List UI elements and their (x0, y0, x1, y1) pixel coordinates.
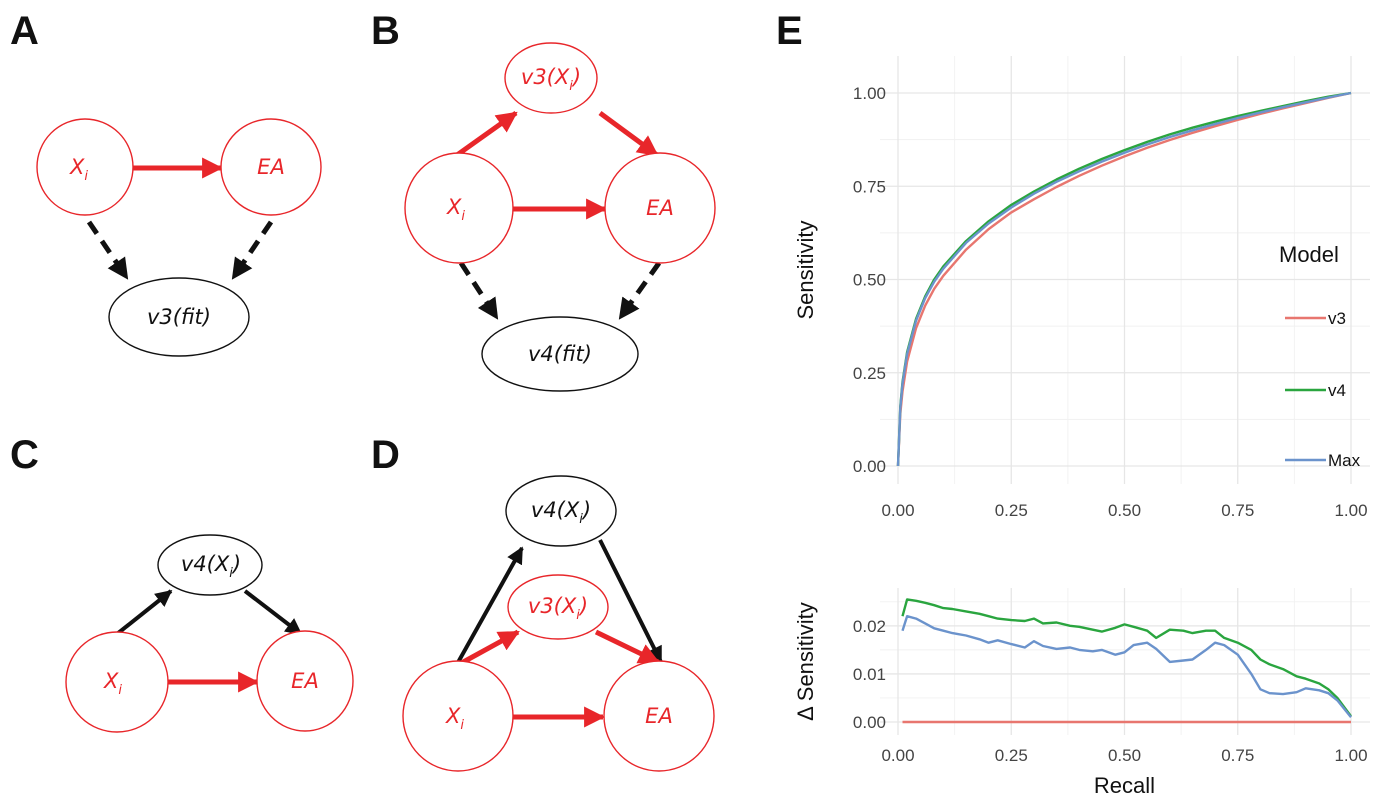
panel-e: E 0.00 0.25 0.50 0.75 1.00 0.00 0.25 0.50 0.75 1.… (776, 9, 1370, 798)
x-tick-label: 0.00 (881, 746, 914, 765)
delta-sensitivity-chart: 0.00 0.25 0.50 0.75 1.00 0.00 0.01 0.02 Δ Sensit… (793, 588, 1370, 798)
x-tick-label: 0.75 (1221, 746, 1254, 765)
edge-ea-fit (617, 261, 662, 320)
node-v3xi (504, 42, 598, 114)
node-v3xi (507, 574, 609, 640)
node-ea-label: EA (645, 704, 673, 728)
node-xi-label: Xi (69, 155, 88, 184)
legend-title: Model (1279, 242, 1339, 267)
series-line-v3 (896, 91, 1352, 467)
node-xi (65, 631, 169, 733)
node-xi-label: Xi (103, 669, 122, 698)
edge-xi-v3xi (455, 110, 518, 158)
edge-xi-v3xi (454, 629, 520, 669)
node-xi-label: Xi (446, 195, 465, 224)
legend-entry-v3: v3 (1285, 309, 1346, 328)
panel-letter-e: E (776, 9, 803, 53)
node-ea-label: EA (646, 196, 674, 220)
edge-v4xi-ea (243, 589, 303, 636)
y-tick-label: 0.00 (853, 713, 886, 732)
y-axis-title: Sensitivity (793, 220, 818, 319)
legend-label-max: Max (1328, 451, 1361, 470)
node-v4xi-label: v4(Xi) (181, 552, 241, 581)
node-xi (402, 660, 514, 772)
edge-v3xi-ea (594, 629, 660, 665)
node-v4-fit-label: v4(fit) (528, 342, 592, 366)
edge-v3xi-ea (598, 110, 659, 158)
edge-xi-fit (458, 261, 500, 320)
legend-label-v3: v3 (1328, 309, 1346, 328)
y-tick-label: 0.25 (853, 364, 886, 383)
panel-c: C v4(Xi) Xi EA (10, 433, 354, 733)
panel-letter-c: C (10, 433, 39, 477)
x-tick-label: 0.25 (995, 501, 1028, 520)
edge-xi-fit (86, 220, 130, 280)
legend-entry-max: Max (1285, 451, 1361, 470)
panel-d: D v4(Xi) v3(Xi) Xi EA (371, 433, 715, 772)
node-v4xi (157, 534, 263, 596)
y-tick-label: 0.75 (853, 177, 886, 196)
node-ea (603, 660, 715, 772)
x-tick-label: 0.25 (995, 746, 1028, 765)
y-tick-label: 0.00 (853, 457, 886, 476)
node-v3-fit (108, 277, 250, 357)
y-tick-label: 0.02 (853, 617, 886, 636)
series-line-v4 (901, 598, 1352, 717)
node-ea-label: EA (291, 669, 319, 693)
node-xi (36, 118, 134, 216)
panel-b: B v3(Xi) Xi EA v4(fit) (371, 9, 716, 392)
legend-entry-v4: v4 (1285, 381, 1346, 400)
node-v4xi-label: v4(Xi) (531, 498, 591, 527)
x-tick-label: 0.00 (881, 501, 914, 520)
panel-a: A Xi EA v3(fit) (10, 9, 322, 357)
panel-letter-a: A (10, 9, 39, 53)
node-v4-fit (481, 316, 639, 392)
y-tick-label: 1.00 (853, 84, 886, 103)
node-ea-label: EA (257, 155, 285, 179)
edge-v4xi-ea (598, 539, 663, 664)
x-tick-label: 0.50 (1108, 501, 1141, 520)
node-v3xi-label: v3(Xi) (528, 594, 588, 623)
edge-xi-v4xi (454, 546, 524, 667)
node-v4xi (505, 475, 617, 547)
legend: Model v3 v4 Max (1279, 242, 1361, 470)
legend-label-v4: v4 (1328, 381, 1346, 400)
x-tick-label: 1.00 (1334, 501, 1367, 520)
node-v3-fit-label: v3(fit) (147, 305, 211, 329)
series-line-max (896, 91, 1352, 467)
node-v3xi-label: v3(Xi) (521, 65, 581, 94)
x-tick-label: 0.50 (1108, 746, 1141, 765)
x-tick-label: 0.75 (1221, 501, 1254, 520)
node-ea (604, 152, 716, 264)
node-xi (404, 152, 514, 264)
node-ea (256, 630, 354, 732)
x-axis-title: Recall (1094, 773, 1155, 798)
y-tick-label: 0.50 (853, 271, 886, 290)
panel-letter-d: D (371, 433, 400, 477)
edge-ea-fit (230, 220, 274, 280)
node-ea (220, 118, 322, 216)
panel-letter-b: B (371, 9, 400, 53)
x-tick-label: 1.00 (1334, 746, 1367, 765)
edge-xi-v4xi (115, 589, 173, 636)
sensitivity-chart: 0.00 0.25 0.50 0.75 1.00 0.00 0.25 0.50 0.75 1.00… (793, 56, 1370, 520)
y-axis-title: Δ Sensitivity (793, 602, 818, 721)
node-xi-label: Xi (445, 704, 464, 733)
y-tick-label: 0.01 (853, 665, 886, 684)
series-line-max (901, 615, 1352, 718)
